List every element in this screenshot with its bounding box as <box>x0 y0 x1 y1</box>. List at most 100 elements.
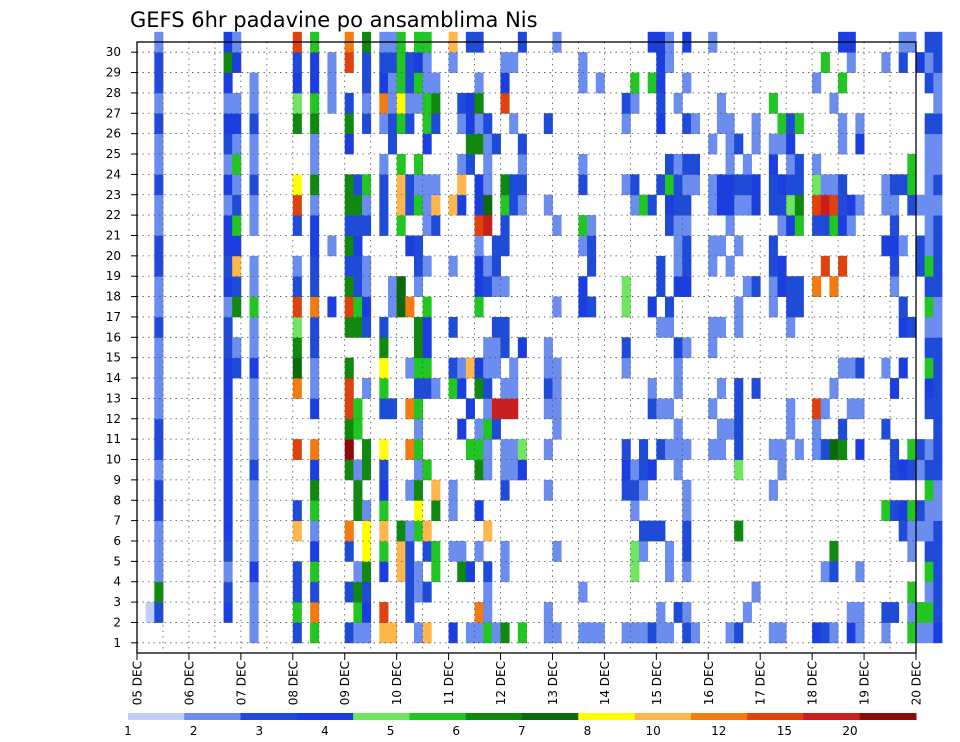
heatmap-cell <box>232 194 242 216</box>
heatmap-cell <box>509 378 519 399</box>
colorbar-swatch <box>522 713 579 720</box>
heatmap-cell <box>621 479 631 501</box>
heatmap-cell <box>898 296 908 318</box>
colorbar-label: 8 <box>584 724 592 738</box>
heatmap-cell <box>353 500 363 522</box>
heatmap-cell <box>855 357 865 379</box>
heatmap-cell <box>500 52 510 73</box>
heatmap-cell <box>768 194 778 216</box>
heatmap-cell <box>344 418 354 440</box>
heatmap-cell <box>509 194 519 216</box>
heatmap-cell <box>855 622 865 644</box>
heatmap-cell <box>483 439 493 460</box>
heatmap-cell <box>405 520 415 542</box>
heatmap-cell <box>924 316 934 338</box>
heatmap-cell <box>777 113 787 135</box>
heatmap-cells <box>145 31 943 644</box>
heatmap-cell <box>292 357 302 379</box>
heatmap-cell <box>881 602 891 623</box>
heatmap-cell <box>881 622 891 644</box>
heatmap-cell <box>413 479 424 501</box>
heatmap-cell <box>855 398 865 420</box>
heatmap-cell <box>327 296 337 318</box>
heatmap-cell <box>933 439 943 460</box>
heatmap-cell <box>673 92 683 114</box>
heatmap-cell <box>924 581 934 603</box>
y-tick-label: 6 <box>113 534 121 548</box>
heatmap-cell <box>379 398 389 420</box>
heatmap-cell <box>310 215 320 236</box>
heatmap-cell <box>500 479 510 501</box>
heatmap-cell <box>664 398 675 420</box>
heatmap-cell <box>379 174 389 196</box>
heatmap-cell <box>517 622 527 644</box>
heatmap-cell <box>249 92 259 114</box>
heatmap-cell <box>916 52 926 73</box>
heatmap-cell <box>249 72 259 94</box>
heatmap-cell <box>422 378 432 399</box>
heatmap-cell <box>578 235 588 257</box>
heatmap-cell <box>517 439 527 460</box>
heatmap-cell <box>682 500 692 522</box>
heatmap-cell <box>829 622 839 644</box>
heatmap-cell <box>933 418 943 440</box>
heatmap-cell <box>543 602 553 623</box>
heatmap-cell <box>422 540 432 562</box>
heatmap-cell <box>855 194 865 216</box>
heatmap-cell <box>344 194 354 216</box>
heatmap-cell <box>344 581 354 603</box>
heatmap-cell <box>422 174 432 196</box>
heatmap-cell <box>223 72 233 94</box>
heatmap-cell <box>552 398 562 420</box>
heatmap-cell <box>933 31 943 53</box>
y-tick-label: 9 <box>113 473 121 487</box>
x-tick-label: 12 DEC <box>494 661 508 705</box>
heatmap-cell <box>154 174 164 196</box>
heatmap-cell <box>924 622 934 644</box>
heatmap-cell <box>422 133 432 155</box>
heatmap-cell <box>716 316 726 338</box>
heatmap-cell <box>154 154 164 175</box>
heatmap-cell <box>933 174 943 196</box>
heatmap-cell <box>353 622 363 644</box>
heatmap-cell <box>682 276 692 297</box>
y-tick-label: 5 <box>113 554 121 568</box>
heatmap-cell <box>916 459 926 481</box>
heatmap-cell <box>630 561 640 583</box>
heatmap-cell <box>794 296 804 318</box>
heatmap-cell <box>292 92 302 114</box>
heatmap-cell <box>630 479 640 501</box>
heatmap-cell <box>682 479 692 501</box>
heatmap-cell <box>742 602 752 623</box>
x-tick-label: 20 DEC <box>910 661 924 705</box>
heatmap-cell <box>647 378 657 399</box>
heatmap-cell <box>491 418 501 440</box>
heatmap-cell <box>500 316 510 338</box>
heatmap-cell <box>639 540 649 562</box>
heatmap-cell <box>794 215 804 236</box>
heatmap-cell <box>587 255 597 277</box>
heatmap-cell <box>768 479 778 501</box>
heatmap-cell <box>639 520 649 542</box>
heatmap-cell <box>656 276 666 297</box>
heatmap-cell <box>933 520 943 542</box>
heatmap-cell <box>725 174 735 196</box>
heatmap-cell <box>890 378 900 399</box>
heatmap-cell <box>405 602 415 623</box>
heatmap-cell <box>708 255 718 277</box>
heatmap-cell <box>812 154 822 175</box>
heatmap-cell <box>223 398 233 420</box>
heatmap-cell <box>483 520 493 542</box>
heatmap-cell <box>405 52 415 73</box>
heatmap-cell <box>664 622 675 644</box>
x-tick-label: 06 DEC <box>182 661 196 705</box>
heatmap-cell <box>474 459 484 481</box>
heatmap-cell <box>379 316 389 338</box>
heatmap-cell <box>812 72 822 94</box>
heatmap-cell <box>223 113 233 135</box>
heatmap-cell <box>223 255 233 277</box>
heatmap-cell <box>396 540 406 562</box>
heatmap-cell <box>673 194 683 216</box>
heatmap-cell <box>396 561 406 583</box>
heatmap-cell <box>500 439 510 460</box>
